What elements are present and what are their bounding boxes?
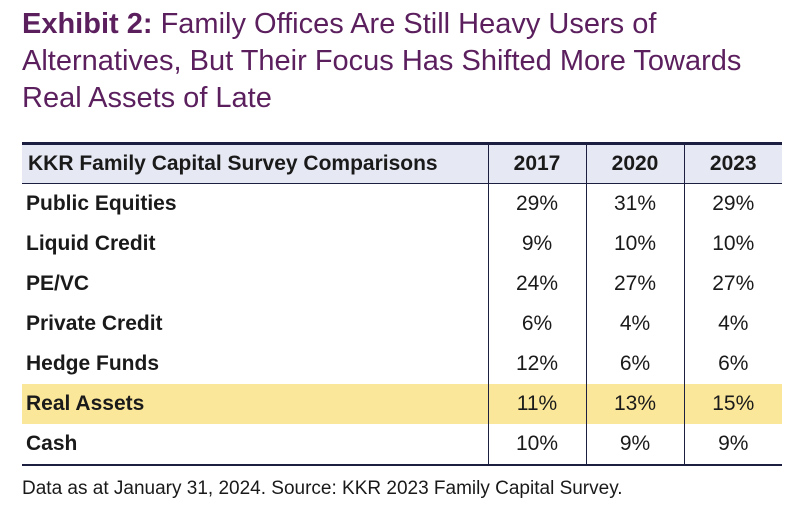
row-value: 13% (585, 384, 684, 424)
table-header-row: KKR Family Capital Survey Comparisons 20… (22, 143, 782, 184)
row-value: 31% (585, 183, 684, 224)
table-body: Public Equities 29% 31% 29% Liquid Credit 9% 1… (22, 183, 782, 466)
source-note: Data as at January 31, 2024. Source: KKR… (22, 478, 623, 499)
comparison-table: KKR Family Capital Survey Comparisons 20… (22, 142, 782, 466)
table-row: Hedge Funds 12% 6% 6% (22, 344, 782, 384)
row-label: Public Equities (26, 192, 177, 215)
row-value: 24% (487, 264, 586, 304)
row-value: 6% (487, 304, 586, 344)
table-row: Cash 10% 9% 9% (22, 424, 782, 466)
row-value: 6% (683, 344, 782, 384)
header-label: KKR Family Capital Survey Comparisons (22, 143, 488, 184)
row-value: 9% (487, 224, 586, 264)
exhibit-label: Exhibit 2: (22, 8, 153, 40)
row-value: 11% (487, 384, 586, 424)
row-label: Cash (22, 424, 488, 466)
row-value: 10% (487, 424, 586, 466)
row-label: Hedge Funds (26, 352, 160, 375)
row-label: Private Credit (26, 312, 163, 335)
comparison-table-wrapper: KKR Family Capital Survey Comparisons 20… (22, 142, 782, 466)
row-value: 4% (585, 304, 684, 344)
table-row: Private Credit 6% 4% 4% (22, 304, 782, 344)
header-year: 2020 (585, 143, 684, 184)
row-value: 29% (683, 183, 782, 224)
exhibit-title: Exhibit 2: Family Offices Are Still Heav… (22, 6, 792, 117)
row-value: 29% (487, 183, 586, 224)
row-value: 15% (683, 384, 782, 424)
table-row: Liquid Credit 9% 10% 10% (22, 224, 782, 264)
row-value: 4% (683, 304, 782, 344)
row-value: 9% (585, 424, 684, 466)
row-value: 6% (585, 344, 684, 384)
row-label: Liquid Credit (26, 232, 156, 255)
row-value: 10% (683, 224, 782, 264)
header-year: 2017 (487, 143, 586, 184)
row-value: 9% (683, 424, 782, 466)
table-row: Public Equities 29% 31% 29% (22, 183, 782, 224)
table-row: Real Assets 11% 13% 15% (22, 384, 782, 424)
exhibit-title-text: Family Offices Are Still Heavy Users of … (22, 8, 742, 114)
row-value: 27% (585, 264, 684, 304)
row-label: PE/VC (26, 272, 90, 295)
row-label: Real Assets (22, 384, 488, 424)
row-value: 12% (487, 344, 586, 384)
table-row: PE/VC 24% 27% 27% (22, 264, 782, 304)
row-value: 27% (683, 264, 782, 304)
header-year: 2023 (683, 143, 782, 184)
row-value: 10% (585, 224, 684, 264)
